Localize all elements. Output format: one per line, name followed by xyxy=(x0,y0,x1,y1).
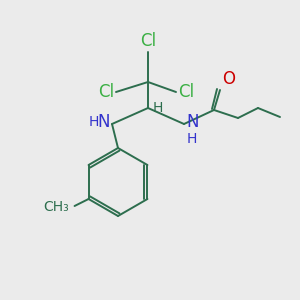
Text: H: H xyxy=(88,115,99,129)
Text: Cl: Cl xyxy=(98,83,114,101)
Text: CH₃: CH₃ xyxy=(43,200,69,214)
Text: N: N xyxy=(186,113,199,131)
Text: O: O xyxy=(222,70,235,88)
Text: N: N xyxy=(98,113,110,131)
Text: Cl: Cl xyxy=(178,83,194,101)
Text: Cl: Cl xyxy=(140,32,156,50)
Text: H: H xyxy=(187,132,197,146)
Text: H: H xyxy=(153,101,164,115)
